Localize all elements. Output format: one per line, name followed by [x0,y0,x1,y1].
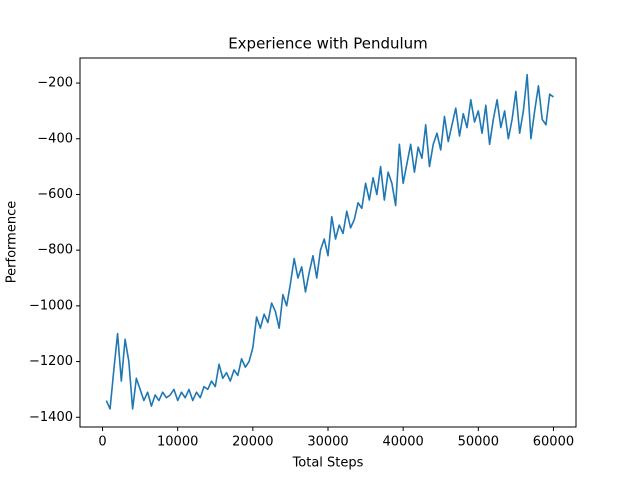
y-tick-label: −200 [37,76,73,91]
x-axis-label: Total Steps [292,456,364,471]
y-tick-label: −1200 [29,354,73,369]
x-tick-label: 60000 [533,435,574,450]
x-tick-label: 30000 [307,435,348,450]
x-tick-label: 0 [98,435,106,450]
y-tick-label: −1000 [29,298,73,313]
y-tick-label: −800 [37,243,73,258]
y-tick-label: −600 [37,187,73,202]
x-tick-label: 20000 [232,435,273,450]
y-tick-label: −400 [37,131,73,146]
plot-frame [79,57,577,428]
data-line [105,73,554,410]
x-tick-label: 10000 [157,435,198,450]
x-tick-label: 50000 [458,435,499,450]
y-tick-label: −1400 [29,410,73,425]
chart-title: Experience with Pendulum [228,35,428,53]
x-tick-label: 40000 [382,435,423,450]
y-axis-label: Performence [5,201,20,283]
